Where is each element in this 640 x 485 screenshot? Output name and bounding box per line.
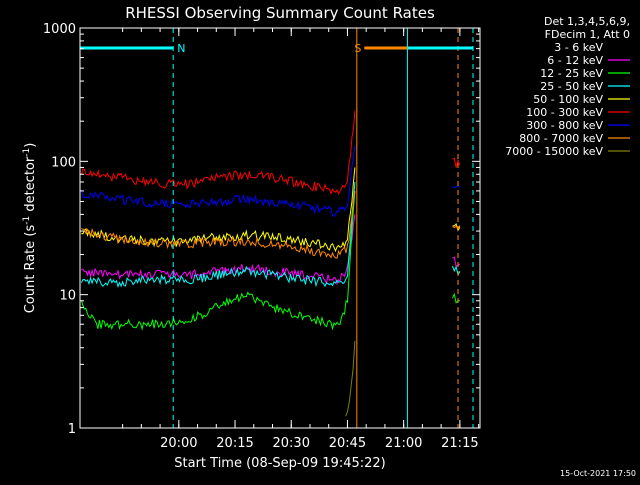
legend-header-line1: Det 1,3,4,5,6,9, (544, 15, 630, 28)
legend-label-5: 100 - 300 keV (526, 106, 603, 119)
series-line-2-seg-1 (451, 292, 460, 304)
legend-label-7: 800 - 7000 keV (519, 132, 603, 145)
chart-title: RHESSI Observing Summary Count Rates (125, 4, 435, 22)
y-tick-label-2: 100 (51, 155, 76, 170)
axes: 20:00 20:15 20:30 20:45 21:00 21:15 1 10 100 1000 (43, 22, 480, 451)
state-bar-label-0: N (177, 42, 185, 55)
legend-label-2: 12 - 25 keV (540, 67, 603, 80)
series-line-7-seg-1 (452, 225, 461, 230)
plot-frame-border (79, 27, 481, 429)
y-tick-label-1: 10 (59, 289, 76, 304)
y-axis-label: Count Rate (s-1 detector-1) (22, 143, 38, 314)
x-axis-label: Start Time (08-Sep-09 19:45:22) (174, 456, 385, 471)
legend-label-4: 50 - 100 keV (533, 93, 603, 106)
legend-label-0: 3 - 6 keV (554, 41, 603, 54)
series-line-6-seg-1 (452, 185, 460, 189)
state-bar-label-1: S (354, 42, 361, 55)
series-line-1-seg-0 (81, 214, 356, 286)
series-line-0-seg-0 (80, 254, 356, 298)
y-axis-label-end: ) (23, 143, 38, 148)
x-tick-label-2: 20:30 (273, 436, 310, 451)
series-line-7-seg-0 (81, 190, 356, 259)
footer-date: 15-Oct-2021 17:50 (560, 469, 636, 478)
x-tick-label-3: 20:45 (329, 436, 366, 451)
y-axis-label-sup2: -1 (22, 148, 32, 157)
legend-header-line2: FDecim 1, Att 0 (545, 28, 630, 41)
legend-label-1: 6 - 12 keV (547, 54, 603, 67)
plot-frame (79, 27, 481, 429)
legend-label-6: 300 - 800 keV (526, 119, 603, 132)
series-line-3-seg-0 (80, 181, 356, 288)
y-tick-label-3: 1000 (43, 22, 76, 37)
series-line-2-seg-0 (80, 190, 356, 331)
series-line-6-seg-0 (80, 146, 356, 217)
series-line-1-seg-1 (452, 256, 461, 267)
x-tick-label-4: 21:00 (385, 436, 422, 451)
series-line-0-seg-1 (452, 272, 461, 281)
y-tick-label-0: 1 (68, 422, 76, 437)
series-line-5-seg-0 (80, 110, 356, 196)
series-line-3-seg-1 (451, 265, 461, 277)
series-line-4-seg-1 (452, 223, 461, 232)
x-tick-label-5: 21:15 (441, 436, 478, 451)
x-tick-label-0: 20:00 (160, 436, 197, 451)
legend: Det 1,3,4,5,6,9, FDecim 1, Att 0 3 - 6 k… (505, 15, 630, 158)
series-line-8-seg-0 (345, 340, 356, 417)
y-axis-label-mid: detector (23, 156, 38, 216)
legend-label-8: 7000 - 15000 keV (505, 145, 603, 158)
series-line-5-seg-1 (452, 157, 461, 168)
y-axis-label-main: Count Rate (s (23, 225, 38, 314)
y-axis-label-sup1: -1 (22, 216, 32, 225)
legend-label-3: 25 - 50 keV (540, 80, 603, 93)
x-tick-label-1: 20:15 (216, 436, 253, 451)
